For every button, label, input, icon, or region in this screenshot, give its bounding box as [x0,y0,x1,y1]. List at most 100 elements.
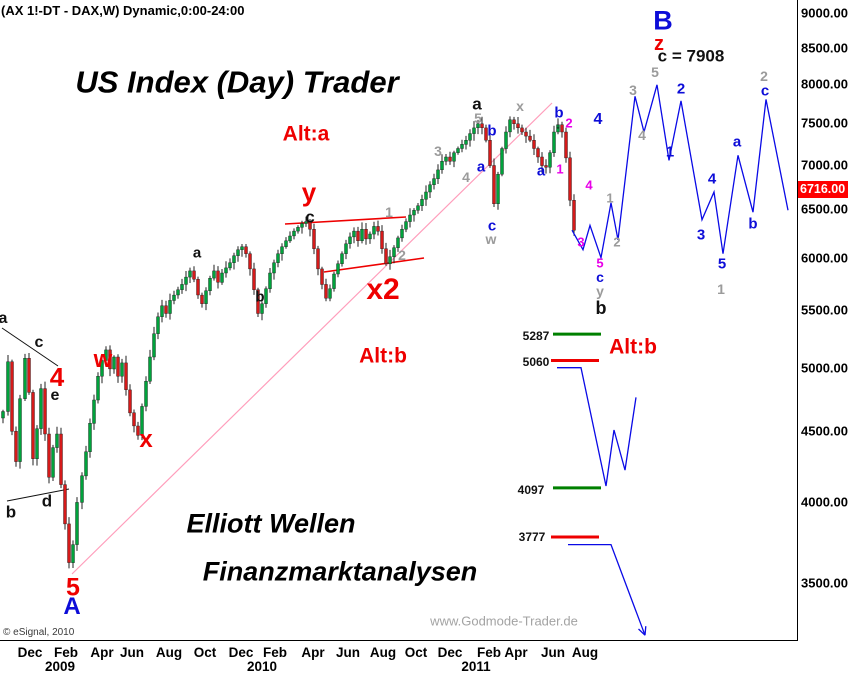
candle-body [308,221,312,230]
candle-body [508,119,512,133]
watermark-line1: Elliott Wellen [186,508,356,539]
wave-label: 3 [629,82,637,98]
candle-body [55,433,59,448]
candle-body [352,230,356,238]
price-tick: 3500.00 [801,575,848,591]
month-label: Dec [437,645,463,660]
candle-body [112,356,116,370]
wave-label: 1 [385,204,393,220]
price-tick: 8500.00 [801,40,848,55]
candle-body [35,428,39,460]
wave-label: 2 [676,80,686,98]
candle-body [448,156,452,162]
primary-wave-B-target-7908 [571,84,789,261]
candle-body [424,191,428,200]
candle-body [136,425,140,436]
candle-body [51,447,55,478]
candle-body [67,523,71,563]
candle-body [47,433,51,478]
chart-title: (AX 1!-DT - DAX,W) Dynamic,0:00-24:00 [1,3,245,18]
month-label: Apr [504,645,528,660]
candle-body [300,223,304,228]
wave-label: a [472,94,482,114]
wave-label: x [516,98,524,114]
candle-body [372,226,376,235]
month-label: Oct [404,645,428,660]
candle-body [408,214,412,222]
candle-body [31,392,35,459]
candle-body [280,246,284,254]
candle-body [316,248,320,270]
candle-body [320,268,324,285]
candle-body [556,124,560,133]
month-label: Oct [193,645,217,660]
candle-body [296,227,300,232]
candle-body [460,144,464,149]
wave-label: B [653,5,673,36]
month-label: Jun [540,645,566,660]
candle-body [312,228,316,249]
price-tick: 7000.00 [801,157,848,173]
candle-body [432,178,436,186]
candle-body [92,399,96,424]
wave-label: a [732,133,742,151]
candle-body [80,475,84,503]
candle-body [176,289,180,296]
wave-label: 4 [49,362,65,392]
year-label: 2010 [246,659,278,673]
candle-body [108,349,112,370]
wave-label: 2 [565,115,573,131]
candle-body [144,381,148,407]
wave-label: c [34,334,44,351]
month-label: Dec [17,645,43,660]
candle-body [336,263,340,275]
candle-body [10,361,14,432]
candle-body [416,205,420,211]
candle-body [332,273,336,289]
candle-body [148,356,152,382]
candle-body [184,276,188,285]
price-tick: 7500.00 [801,115,848,131]
wave-label: Alt:b [609,335,657,359]
candle-body [520,127,524,133]
wave-label: A [63,593,81,620]
month-label: Feb [262,645,288,660]
alt-b-scenario [557,367,637,487]
candle-body [524,131,528,137]
candle-body [39,388,43,429]
candle-body [292,230,296,237]
price-tick: 9000.00 [801,5,848,21]
candle-body [272,262,276,274]
candle-body [572,199,576,231]
wave-label: d [41,491,53,511]
candle-body [368,233,372,240]
price-tick: 8000.00 [801,76,848,92]
candle-body [516,123,520,129]
wave-label: Alt:a [282,122,330,146]
wave-label: b [487,122,497,140]
candle-body [568,157,572,201]
year-label: 2011 [461,659,491,673]
candle-body [220,272,224,283]
candle-body [400,228,404,239]
candle-body [532,139,536,149]
candle-body [328,288,332,299]
candle-body [140,406,144,436]
wave-label: y [301,177,317,207]
candle-body [484,127,488,141]
month-label: Dec [228,645,254,660]
wave-label: b [748,215,758,233]
candle-body [444,156,448,162]
candle-body [564,131,568,159]
wave-label: w [485,231,497,247]
candle-body [264,288,268,304]
wave-label: b [595,298,607,318]
wave-label: 4 [707,170,717,188]
watermark-site: www.Godmode-Trader.de [430,613,578,629]
candle-body [1,411,5,419]
wave-label: y [596,283,604,299]
month-label: Apr [301,645,325,660]
arrow-head [638,628,646,636]
candle-body [500,148,504,175]
